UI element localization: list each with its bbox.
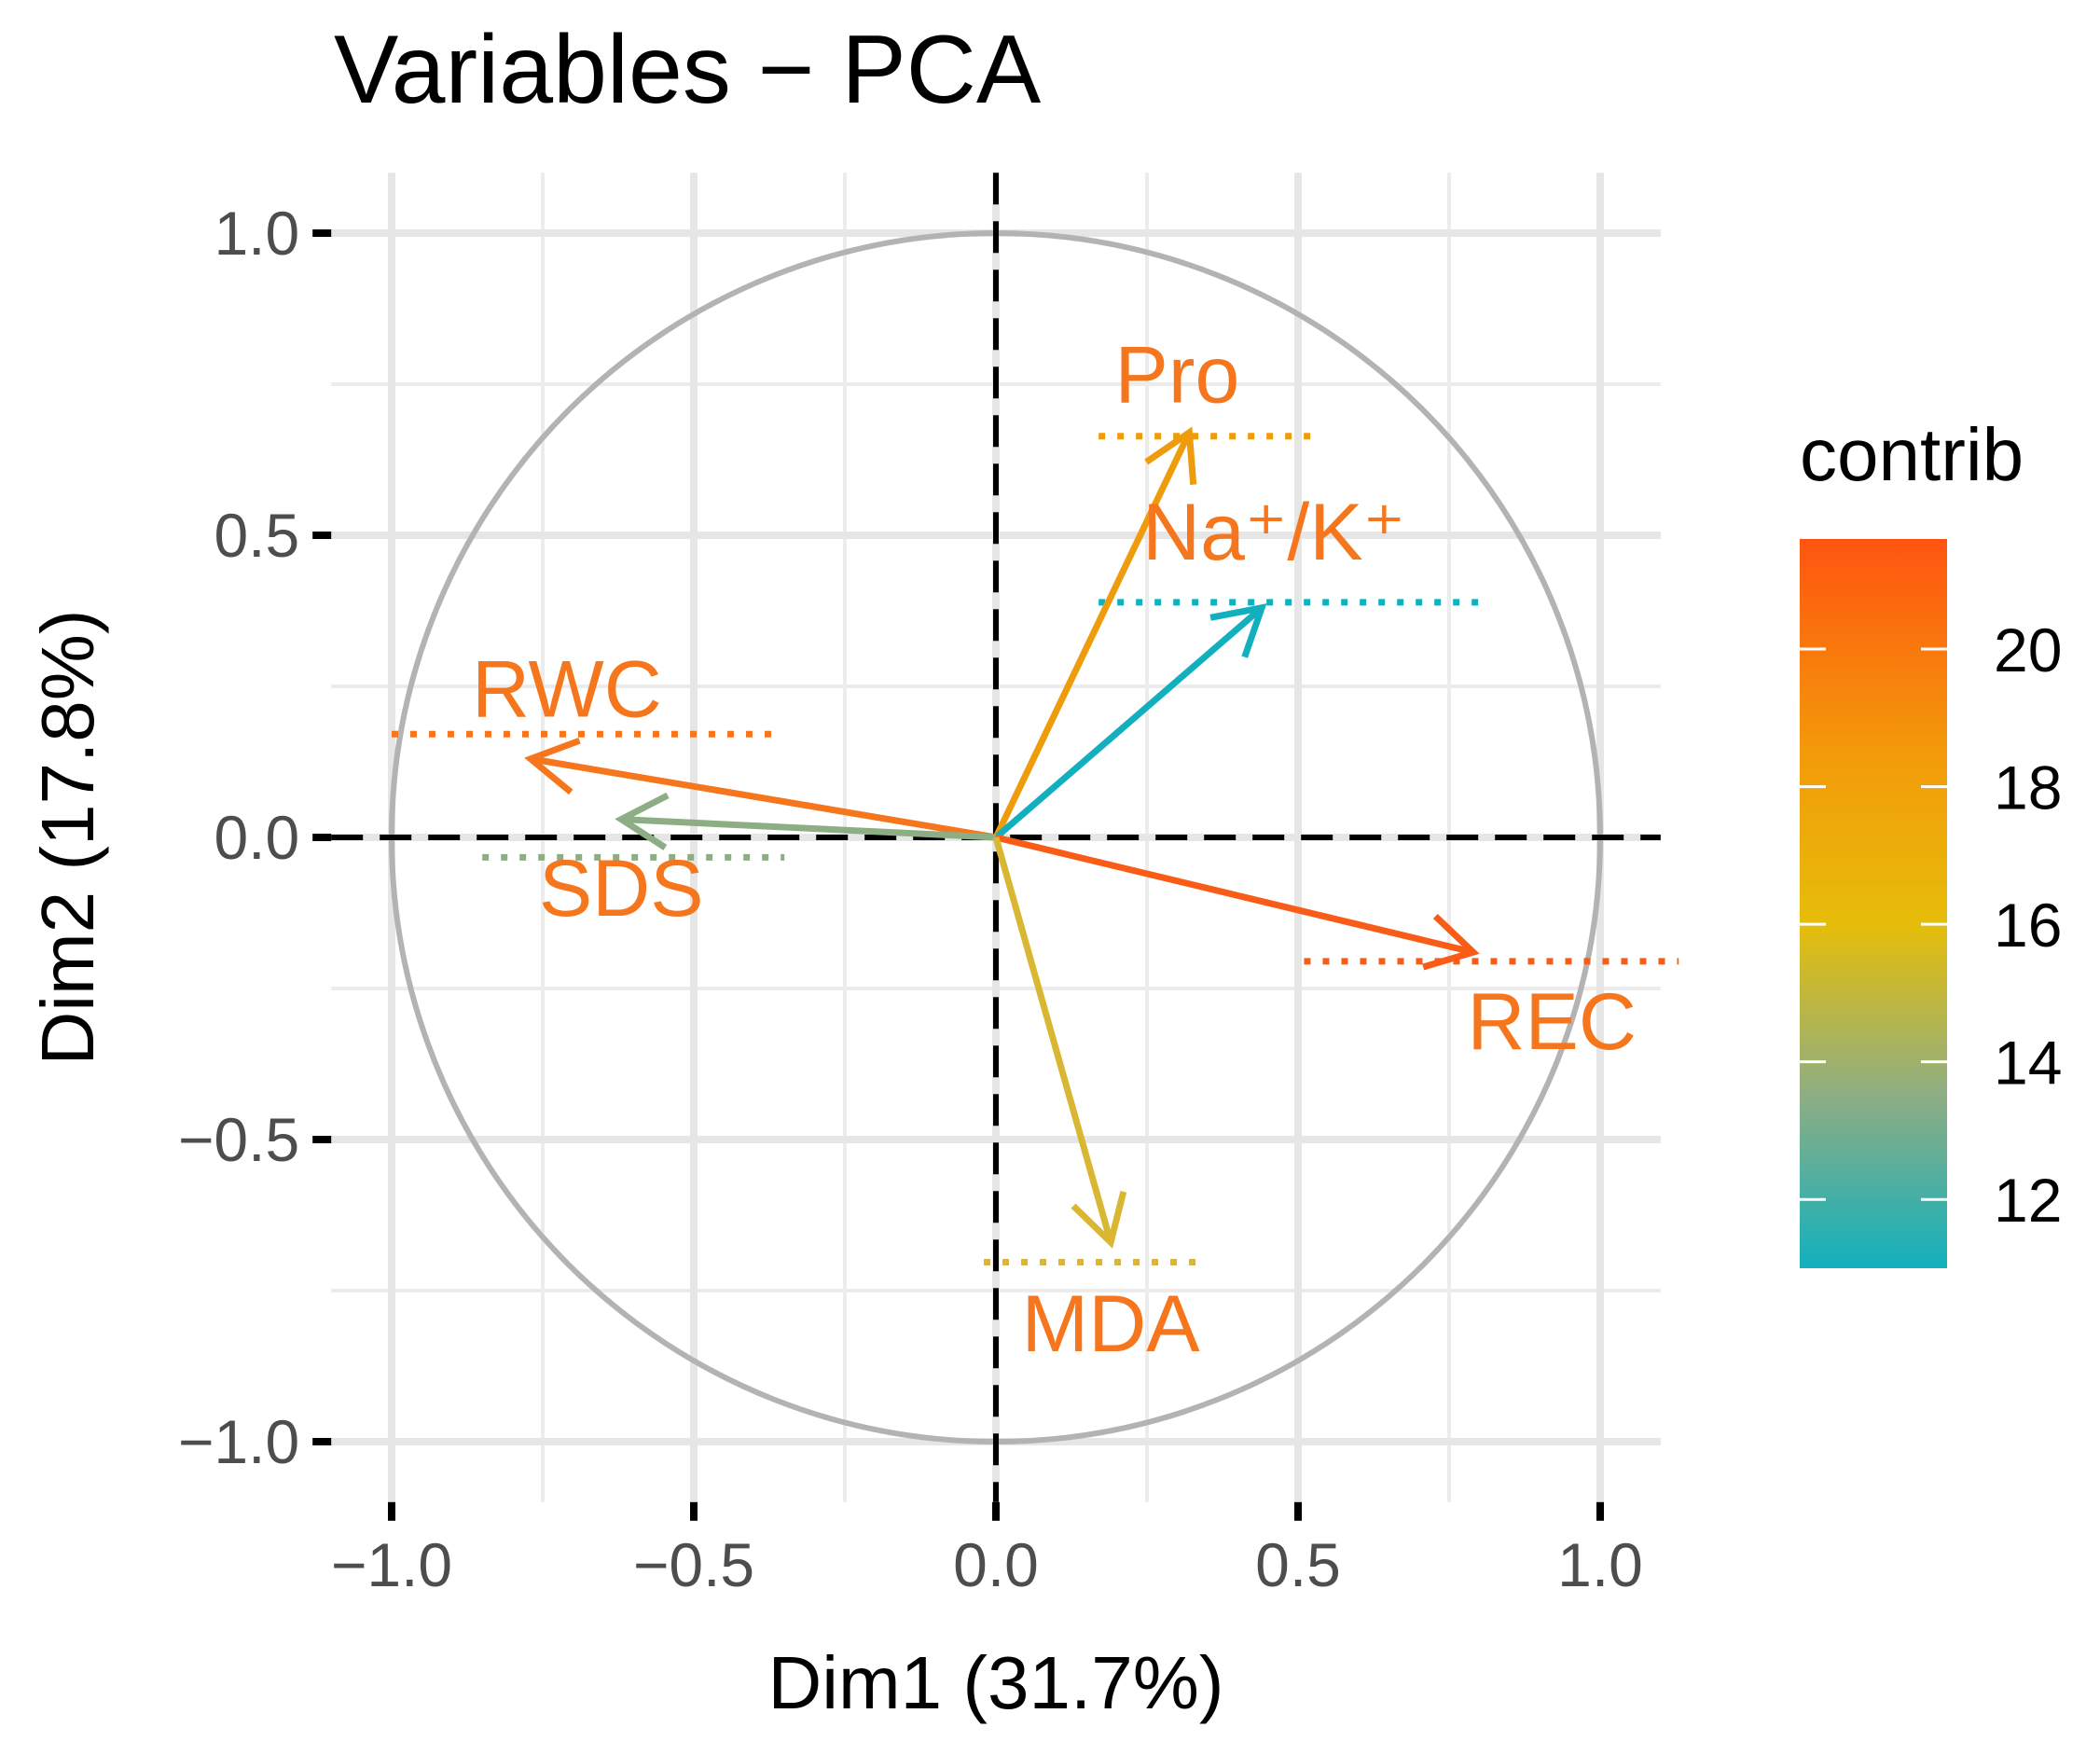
arrow-sds xyxy=(621,816,997,841)
x-tick-label: 0.0 xyxy=(953,1530,1039,1599)
x-tick-label: 0.5 xyxy=(1255,1530,1341,1599)
arrow-rec xyxy=(995,834,1474,956)
legend-colorbar xyxy=(1800,539,1947,1268)
x-tick-label: −1.0 xyxy=(331,1530,452,1599)
variable-label-nak: Na⁺/K⁺ xyxy=(1142,488,1405,577)
arrow-head-rwc xyxy=(524,737,581,795)
y-tick-label: −1.0 xyxy=(178,1407,299,1476)
y-tick-label: 0.5 xyxy=(214,501,299,570)
arrow-head-rec xyxy=(1422,914,1480,971)
variable-arrows xyxy=(524,426,1480,1249)
x-tick-label: 1.0 xyxy=(1557,1530,1643,1599)
variable-label-mda: MDA xyxy=(1022,1279,1201,1369)
legend-tick-label: 18 xyxy=(1994,753,2062,822)
y-axis-title: Dim2 (17.8%) xyxy=(26,609,109,1065)
chart-title: Variables − PCA xyxy=(334,16,1042,124)
variable-labels: Pro Na⁺/K⁺ RWC SDS REC MDA xyxy=(472,330,1637,1368)
arrow-nak xyxy=(993,605,1264,840)
variable-label-pro: Pro xyxy=(1114,330,1239,420)
arrow-pro xyxy=(992,431,1193,839)
legend-tick-label: 20 xyxy=(1994,615,2062,684)
x-axis-title: Dim1 (31.7%) xyxy=(767,1641,1223,1724)
label-guides xyxy=(392,433,1679,1266)
arrow-head-nak xyxy=(1209,603,1267,658)
arrow-head-mda xyxy=(1071,1191,1127,1249)
y-tick-label: 1.0 xyxy=(214,199,299,268)
x-tick-label: −0.5 xyxy=(633,1530,754,1599)
legend-ticks: 20 18 16 14 12 xyxy=(1800,615,2062,1235)
variable-label-rec: REC xyxy=(1467,977,1637,1067)
legend-tick-label: 14 xyxy=(1994,1029,2062,1098)
y-tick-label: −0.5 xyxy=(178,1105,299,1174)
variable-label-sds: SDS xyxy=(539,844,704,933)
legend-tick-label: 12 xyxy=(1994,1166,2062,1235)
arrow-head-pro xyxy=(1144,426,1197,485)
axis-ticks: −1.0 −0.5 0.0 0.5 1.0 1.0 0.5 0.0 −0.5 −1.0 xyxy=(178,199,1643,1599)
legend-tick-label: 16 xyxy=(1994,891,2062,960)
arrow-mda xyxy=(992,836,1114,1244)
variable-label-rwc: RWC xyxy=(472,644,662,734)
y-tick-label: 0.0 xyxy=(214,803,299,872)
reference-lines xyxy=(331,173,1661,1502)
legend: contrib 20 18 16 14 12 xyxy=(1800,413,2062,1268)
arrow-rwc xyxy=(530,755,997,841)
legend-title: contrib xyxy=(1800,413,2024,496)
arrow-head-sds xyxy=(615,792,670,850)
